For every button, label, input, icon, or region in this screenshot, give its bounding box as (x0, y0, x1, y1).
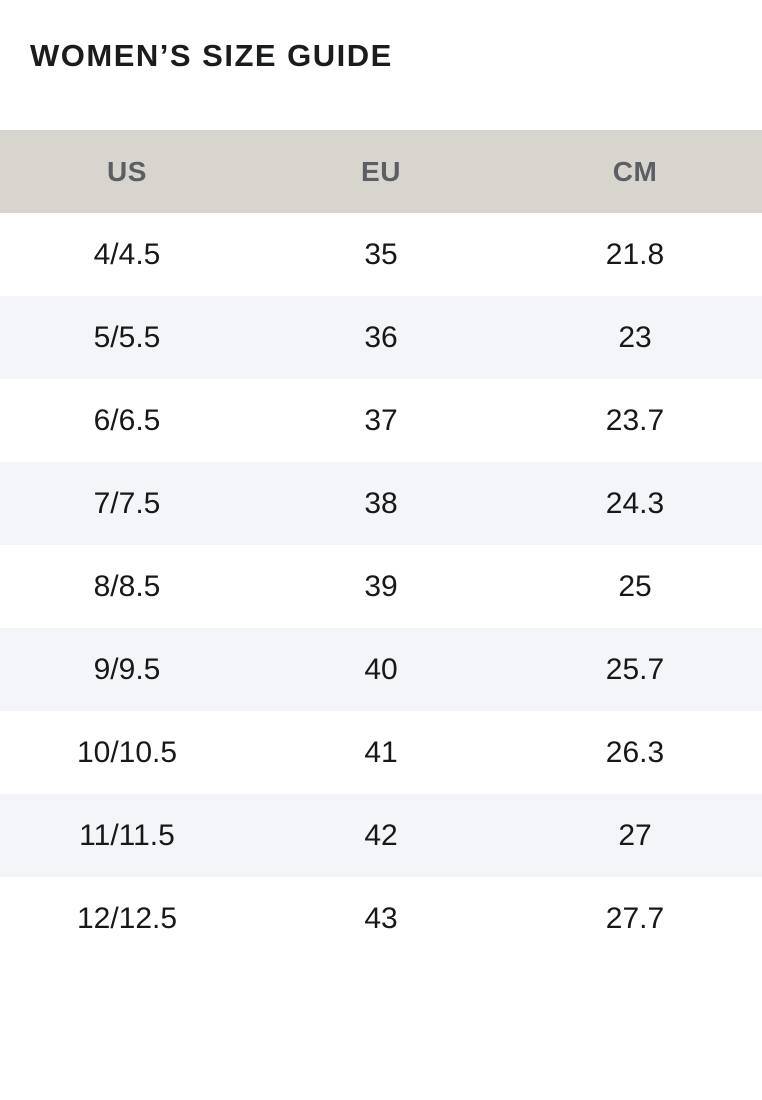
cell-us: 5/5.5 (93, 320, 161, 354)
cell-us: 10/10.5 (76, 735, 178, 769)
cell-us: 11/11.5 (79, 818, 175, 852)
cell-eu: 43 (364, 901, 398, 935)
table-row: 6/6.5 37 23.7 (0, 379, 762, 462)
table-row: 4/4.5 35 21.8 (0, 213, 762, 296)
cell-eu: 40 (364, 652, 398, 686)
cell-eu: 38 (364, 486, 398, 520)
cell-cm: 25.7 (605, 652, 665, 686)
cell-eu: 37 (364, 403, 398, 437)
cell-eu: 42 (364, 818, 398, 852)
cell-cm: 27.7 (605, 901, 665, 935)
cell-cm: 24.3 (605, 486, 665, 520)
cell-cm: 23 (618, 320, 652, 354)
cell-eu: 35 (364, 237, 398, 271)
cell-us: 7/7.5 (93, 486, 161, 520)
table-row: 8/8.5 39 25 (0, 545, 762, 628)
cell-eu: 39 (364, 569, 398, 603)
table-row: 10/10.5 41 26.3 (0, 711, 762, 794)
table-row: 7/7.5 38 24.3 (0, 462, 762, 545)
cell-cm: 25 (618, 569, 652, 603)
column-header-us: US (0, 130, 254, 213)
size-table: US EU CM 4/4.5 35 21.8 5/5.5 36 23 6/6.5… (0, 130, 762, 960)
cell-cm: 27 (618, 818, 652, 852)
size-guide-page: WOMEN’S SIZE GUIDE US EU CM 4/4.5 35 21.… (0, 38, 762, 960)
cell-us: 9/9.5 (93, 652, 161, 686)
table-row: 11/11.5 42 27 (0, 794, 762, 877)
cell-us: 6/6.5 (93, 403, 161, 437)
column-header-eu: EU (254, 130, 508, 213)
size-table-head: US EU CM (0, 130, 762, 213)
table-row: 9/9.5 40 25.7 (0, 628, 762, 711)
cell-us: 8/8.5 (93, 569, 161, 603)
cell-eu: 41 (364, 735, 398, 769)
cell-cm: 26.3 (605, 735, 665, 769)
cell-cm: 21.8 (605, 237, 665, 271)
column-header-cm: CM (508, 130, 762, 213)
page-title: WOMEN’S SIZE GUIDE (30, 38, 393, 73)
cell-us: 4/4.5 (93, 237, 161, 271)
table-row: 12/12.5 43 27.7 (0, 877, 762, 960)
cell-eu: 36 (364, 320, 398, 354)
size-table-body: 4/4.5 35 21.8 5/5.5 36 23 6/6.5 37 23.7 … (0, 213, 762, 960)
table-header-row: US EU CM (0, 130, 762, 213)
cell-cm: 23.7 (605, 403, 665, 437)
table-row: 5/5.5 36 23 (0, 296, 762, 379)
cell-us: 12/12.5 (76, 901, 178, 935)
